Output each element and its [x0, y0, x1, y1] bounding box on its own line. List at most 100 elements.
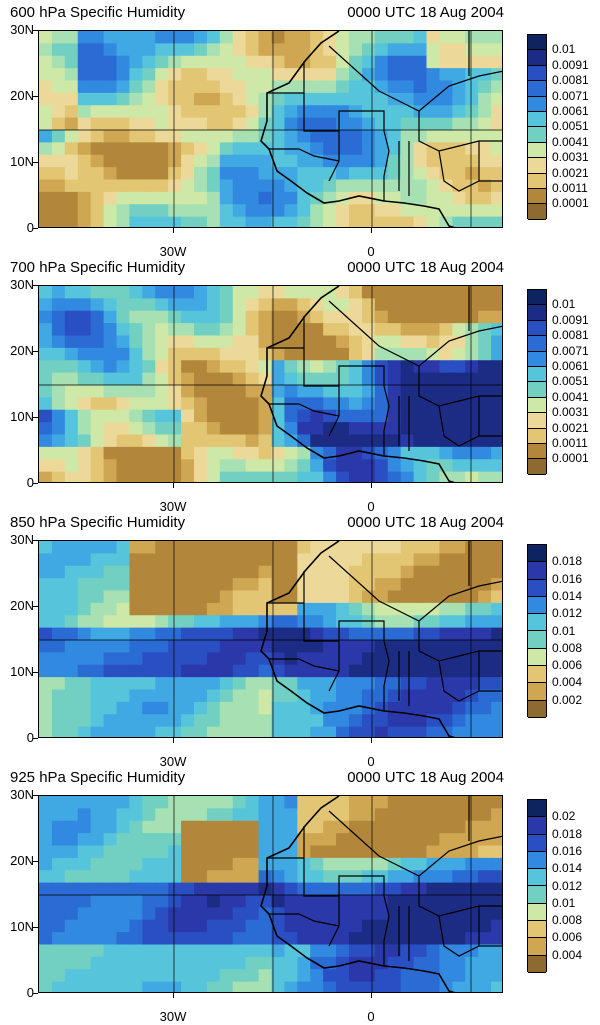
humidity-cell — [400, 677, 415, 691]
colorbar-level-label: 0.004 — [552, 947, 583, 962]
humidity-cell — [374, 726, 389, 737]
humidity-cell — [413, 422, 428, 436]
latitude-label: 10N — [10, 409, 34, 424]
latitude-tick — [33, 861, 38, 862]
humidity-cell — [219, 714, 234, 728]
humidity-cell — [413, 323, 428, 337]
humidity-cell — [64, 664, 79, 678]
humidity-cell — [232, 969, 247, 983]
humidity-cell — [439, 689, 453, 703]
humidity-cell — [258, 142, 273, 156]
humidity-cell — [90, 286, 105, 299]
humidity-cell — [90, 565, 105, 579]
humidity-cell — [284, 372, 298, 386]
humidity-cell — [194, 409, 208, 423]
humidity-cell — [219, 652, 234, 666]
humidity-cell — [310, 541, 324, 554]
humidity-cell — [103, 459, 118, 473]
humidity-cell — [51, 956, 66, 970]
humidity-cell — [413, 882, 428, 896]
humidity-cell — [426, 833, 441, 847]
humidity-cell — [129, 286, 143, 299]
humidity-cell — [116, 578, 131, 592]
humidity-cell — [142, 944, 156, 958]
humidity-cell — [116, 640, 131, 653]
humidity-cell — [129, 701, 143, 715]
humidity-cell — [77, 565, 92, 579]
humidity-cell — [323, 434, 337, 448]
humidity-cell — [452, 130, 466, 143]
humidity-cell — [39, 31, 53, 44]
humidity-cell — [387, 664, 402, 678]
humidity-cell — [168, 409, 182, 423]
humidity-cell — [90, 652, 105, 666]
humidity-cell — [181, 820, 195, 834]
humidity-cell — [310, 68, 324, 82]
humidity-cell — [168, 919, 182, 933]
humidity-cell — [413, 298, 428, 312]
humidity-cell — [374, 845, 389, 859]
humidity-cell — [465, 882, 479, 896]
colorbar-swatch — [528, 921, 546, 939]
humidity-cell — [103, 857, 118, 871]
humidity-cell — [465, 714, 479, 728]
humidity-cell — [310, 726, 324, 737]
humidity-cell — [181, 726, 195, 737]
humidity-cell — [155, 360, 169, 374]
humidity-cell — [219, 919, 234, 933]
humidity-cell — [310, 434, 324, 448]
humidity-cell — [232, 956, 247, 970]
humidity-cell — [181, 565, 195, 579]
humidity-cell — [478, 286, 492, 299]
humidity-cell — [439, 459, 453, 473]
humidity-cell — [284, 130, 298, 143]
humidity-cell — [452, 204, 466, 218]
humidity-cell — [219, 726, 234, 737]
humidity-cell — [439, 446, 453, 460]
humidity-cell — [232, 80, 247, 94]
humidity-cell — [206, 105, 221, 119]
humidity-cell — [284, 55, 298, 69]
humidity-cell — [168, 895, 182, 908]
colorbar-swatch — [528, 955, 546, 973]
humidity-cell — [349, 857, 363, 871]
humidity-cell — [336, 471, 350, 482]
humidity-cell — [271, 80, 286, 94]
humidity-cell — [39, 397, 53, 411]
humidity-cell — [258, 154, 273, 168]
humidity-cell — [258, 43, 273, 57]
humidity-cell — [452, 870, 466, 884]
humidity-cell — [129, 360, 143, 374]
humidity-cell — [142, 833, 156, 847]
colorbar-level-label: 0.0031 — [552, 150, 589, 165]
humidity-cell — [349, 471, 363, 482]
humidity-cell — [258, 167, 273, 181]
humidity-cell — [116, 68, 131, 82]
humidity-cell — [478, 204, 492, 218]
humidity-cell — [245, 602, 260, 616]
humidity-cell — [77, 298, 92, 312]
humidity-cell — [400, 565, 415, 579]
humidity-cell — [349, 652, 363, 666]
colorbar-swatch — [528, 351, 546, 367]
colorbar-swatch — [528, 336, 546, 352]
humidity-cell — [323, 932, 337, 946]
humidity-cell — [349, 167, 363, 181]
humidity-cell — [465, 615, 479, 629]
humidity-cell — [77, 870, 92, 884]
humidity-cell — [258, 360, 273, 374]
humidity-cell — [77, 117, 92, 131]
humidity-cell — [361, 216, 376, 227]
colorbar-level-label: 0.006 — [552, 930, 583, 945]
humidity-cell — [491, 565, 502, 579]
humidity-cell — [39, 689, 53, 703]
humidity-cell — [310, 919, 324, 933]
humidity-cell — [64, 726, 79, 737]
humidity-cell — [155, 204, 169, 218]
humidity-cell — [245, 714, 260, 728]
humidity-cell — [90, 578, 105, 592]
humidity-cell — [374, 565, 389, 579]
humidity-cell — [194, 142, 208, 156]
humidity-cell — [103, 944, 118, 958]
humidity-cell — [465, 590, 479, 604]
